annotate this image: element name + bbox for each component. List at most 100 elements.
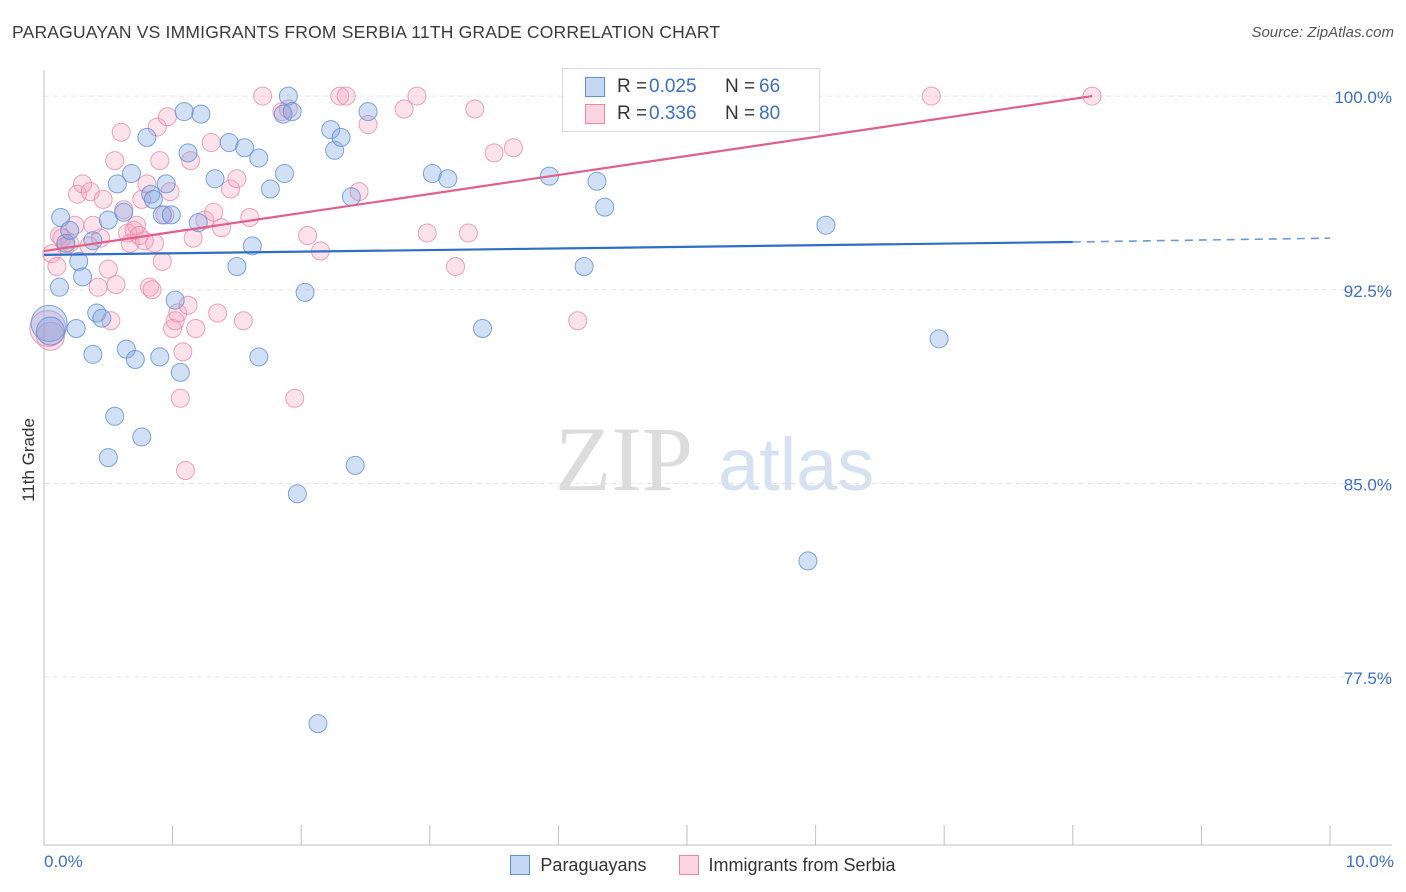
watermark-atlas: atlas (718, 423, 874, 506)
serbia-point (446, 257, 466, 277)
paraguayan-point (249, 148, 269, 168)
n-label: N = (725, 76, 756, 97)
correlation-legend: R = 0.025 N = 66 R = 0.336 N = 80 (562, 68, 820, 132)
serbia-point (240, 207, 260, 227)
serbia-point (204, 202, 224, 222)
paraguayan-point (345, 455, 365, 475)
serbia-point (417, 223, 437, 243)
legend-row-serbia: R = 0.336 N = 80 (585, 101, 780, 127)
serbia-point (139, 277, 159, 297)
paraguayan-point (587, 171, 607, 191)
y-axis-label: 11th Grade (19, 418, 38, 502)
paraguayan-point (165, 290, 185, 310)
serbia-point (336, 86, 356, 106)
serbia-point (105, 151, 125, 171)
paraguayan-point (141, 184, 161, 204)
paraguayan-point (125, 349, 145, 369)
serbia-point (220, 179, 240, 199)
serbia-point (358, 114, 378, 134)
pink-swatch (585, 104, 605, 124)
serbia-point (47, 257, 67, 277)
paraguayan-point (69, 251, 89, 271)
paraguayan-point (107, 174, 127, 194)
r-label: R = (617, 76, 648, 97)
paraguayan-point (73, 267, 93, 287)
serbia-point (132, 189, 152, 209)
paraguayan-point (331, 127, 351, 147)
serbia-point (106, 275, 126, 295)
serbia-point (111, 122, 131, 142)
paraguayan-point (321, 120, 341, 140)
serbia-point (484, 143, 504, 163)
n-label: N = (725, 103, 756, 124)
serbia-point (465, 99, 485, 119)
serbia-point (142, 280, 162, 300)
serbia-point (298, 226, 318, 246)
paraguayan-points (30, 86, 949, 734)
serbia-point (175, 461, 195, 481)
paraguayan-point (150, 347, 170, 367)
paraguayan-point (358, 102, 378, 122)
paraguayan-point (49, 277, 69, 297)
serbia-point (163, 319, 183, 339)
paraguayan-point (137, 127, 157, 147)
serbia-points (29, 86, 1102, 481)
paraguayan-trend-line (43, 240, 1073, 257)
serbia-point (407, 86, 427, 106)
n-value: 66 (759, 76, 781, 97)
axes (43, 70, 1392, 846)
y-tick-label: 85.0% (1344, 475, 1392, 494)
paraguayan-point (87, 303, 107, 323)
serbia-point (181, 151, 201, 171)
paraguayan-point (473, 319, 493, 339)
watermark-zip: ZIP (555, 408, 693, 510)
paraguayan-point (114, 202, 134, 222)
paraguayan-point (341, 187, 361, 207)
serbia-point (568, 311, 588, 331)
x-tick-label-max: 10.0% (1345, 852, 1394, 871)
paraguayan-point (287, 484, 307, 504)
serbia-point (173, 342, 193, 362)
paraguayan-point (174, 102, 194, 122)
paraguayan-point (121, 164, 141, 184)
serbia-point (147, 117, 167, 137)
paraguayan-trend-extension (1072, 237, 1331, 243)
serbia-point (503, 138, 523, 158)
serbia-point (165, 311, 185, 331)
legend-item-serbia[interactable]: Immigrants from Serbia (678, 855, 896, 876)
paraguayan-point (132, 427, 152, 447)
serbia-point (208, 303, 228, 323)
paraguayan-point (219, 133, 239, 153)
paraguayan-point (66, 319, 86, 339)
legend-item-paraguayans[interactable]: Paraguayans (510, 855, 647, 876)
r-value: 0.025 (649, 76, 697, 97)
gridlines (44, 95, 1392, 678)
n-value: 80 (759, 103, 781, 124)
serbia-point (88, 277, 108, 297)
serbia-point (921, 86, 941, 106)
watermark: ZIP atlas (555, 408, 874, 510)
paraguayan-point (92, 308, 112, 328)
paraguayan-point (282, 102, 302, 122)
paraguayan-point (60, 220, 80, 240)
paraguayan-point (574, 257, 594, 277)
serbia-point (29, 310, 67, 348)
serbia-point (201, 133, 221, 153)
chart-title: PARAGUAYAN VS IMMIGRANTS FROM SERBIA 11T… (12, 22, 721, 42)
legend-row-paraguayans: R = 0.025 N = 66 (585, 74, 780, 100)
paraguayan-point (816, 215, 836, 235)
paraguayan-point (83, 231, 103, 251)
paraguayan-point (929, 329, 949, 349)
paraguayan-point (170, 362, 190, 382)
blue-swatch (585, 77, 605, 97)
paraguayan-point (83, 344, 103, 364)
paraguayan-point (249, 347, 269, 367)
paraguayan-point (51, 207, 71, 227)
paraguayan-point (205, 169, 225, 189)
paraguayan-point (308, 714, 328, 734)
serbia-point (394, 99, 414, 119)
serbia-point (93, 189, 113, 209)
serbia-point (285, 388, 305, 408)
y-tick-label: 92.5% (1344, 282, 1392, 301)
serbia-point (124, 220, 144, 240)
